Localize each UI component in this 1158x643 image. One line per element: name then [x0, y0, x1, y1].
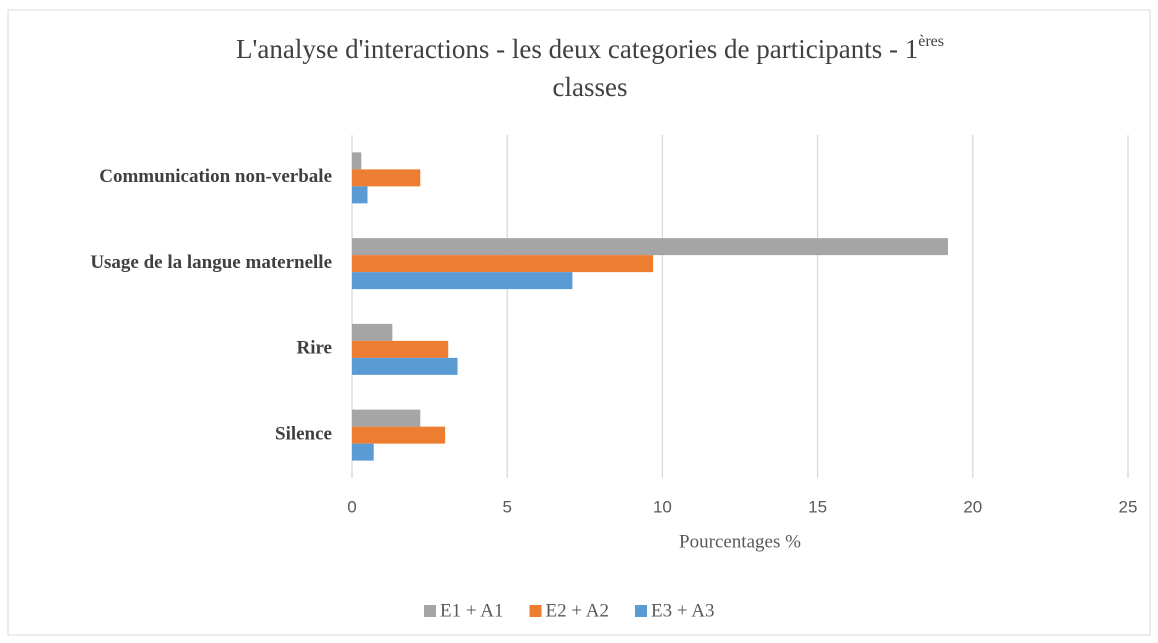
chart-title: L'analyse d'interactions - les deux cate…	[236, 33, 944, 65]
y-tick-label: Silence	[275, 423, 332, 444]
chart-frame	[7, 9, 1151, 636]
x-tick-label: 10	[653, 497, 672, 516]
bar	[352, 323, 393, 341]
bar	[352, 255, 654, 273]
bar	[352, 443, 374, 461]
legend-label: E3 + A3	[651, 600, 715, 621]
x-tick-label: 20	[963, 497, 982, 516]
title-text: L'analyse d'interactions - les deux cate…	[236, 34, 918, 64]
legend-swatch	[635, 605, 647, 617]
bar	[352, 426, 446, 444]
x-tick-label: 25	[1119, 497, 1138, 516]
bar	[352, 272, 573, 290]
legend-swatch	[529, 605, 542, 617]
title-superscript: ères	[918, 33, 944, 50]
x-axis-title: Pourcentages %	[679, 531, 801, 552]
x-tick-label: 15	[808, 497, 827, 516]
legend-swatch	[424, 605, 436, 617]
bar	[352, 238, 948, 256]
bar	[352, 409, 421, 427]
x-tick-label: 0	[347, 497, 356, 516]
bar	[352, 357, 458, 375]
legend-label: E1 + A1	[440, 600, 504, 621]
bar	[352, 186, 368, 204]
y-tick-label: Communication non-verbale	[99, 166, 332, 187]
y-tick-label: Usage de la langue maternelle	[90, 252, 332, 273]
x-tick-label: 5	[502, 497, 511, 516]
y-tick-label: Rire	[296, 338, 332, 359]
bar	[352, 152, 362, 170]
bar	[352, 169, 421, 187]
bar	[352, 340, 449, 358]
chart-title-line2: classes	[553, 72, 628, 102]
legend-label: E2 + A2	[546, 600, 610, 621]
